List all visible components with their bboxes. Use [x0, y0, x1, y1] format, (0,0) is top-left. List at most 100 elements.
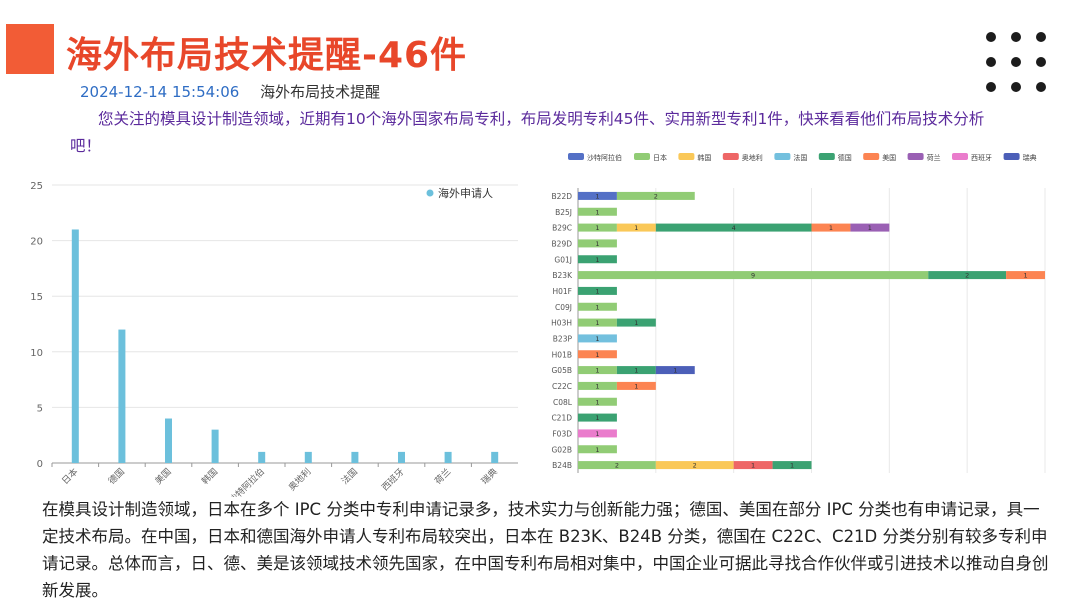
bar	[118, 329, 126, 463]
y-tick-label: 20	[30, 237, 43, 248]
y-tick-label: B29C	[552, 224, 572, 233]
bar-segment	[928, 271, 1007, 280]
bar-data-label: 1	[595, 367, 599, 375]
bar-segment	[578, 461, 656, 470]
bar-data-label: 1	[595, 351, 599, 359]
y-tick-label: G02B	[551, 445, 572, 454]
legend-label: 瑞典	[1023, 153, 1037, 162]
bar-data-label: 1	[634, 224, 638, 232]
bar-segment	[578, 271, 929, 280]
legend-label: 美国	[882, 153, 896, 162]
y-tick-label: H03H	[551, 319, 572, 328]
legend-label: 韩国	[697, 153, 711, 162]
bar-data-label: 2	[965, 272, 969, 280]
bar-segment	[578, 445, 617, 454]
ipc-stacked-bar-chart: 沙特阿拉伯日本韩国奥地利法国德国美国荷兰西班牙瑞典024681012B22D12…	[551, 153, 1046, 473]
bar-data-label: 1	[868, 224, 872, 232]
bar	[398, 451, 405, 463]
bar-segment	[578, 207, 617, 216]
legend-swatch	[678, 153, 695, 160]
bar-segment	[811, 223, 851, 232]
analysis-paragraph: 在模具设计制造领域，日本在多个 IPC 分类中专利申请记录多，技术实力与创新能力…	[42, 500, 1049, 600]
meta-line: 2024-12-14 15:54:06 海外布局技术提醒	[80, 81, 380, 102]
x-tick-label: 韩国	[199, 466, 220, 487]
x-tick-label: 奥地利	[286, 466, 314, 494]
bar-segment	[578, 223, 617, 232]
legend-label: 法国	[793, 153, 807, 162]
bar-data-label: 1	[673, 367, 677, 375]
y-tick-label: 15	[30, 292, 43, 303]
bar-data-label: 1	[595, 414, 599, 422]
bar-data-label: 2	[615, 462, 619, 470]
bar-segment	[578, 334, 617, 343]
x-tick-label: 德国	[106, 466, 127, 487]
x-tick-label: 荷兰	[432, 466, 453, 487]
bar-data-label: 1	[595, 382, 599, 390]
x-tick-label: 瑞典	[479, 466, 500, 487]
bar-segment	[578, 286, 617, 295]
bar-data-label: 1	[595, 208, 599, 216]
legend-label: 海外申请人	[438, 186, 493, 200]
legend-label: 德国	[838, 153, 852, 162]
y-tick-label: 0	[37, 459, 43, 470]
y-tick-label: 10	[30, 348, 43, 359]
legend-swatch	[774, 153, 791, 160]
legend-label: 奥地利	[742, 153, 763, 162]
x-tick-label: 美国	[152, 466, 173, 487]
bar-data-label: 1	[595, 240, 599, 248]
bar	[165, 418, 172, 463]
bar-segment	[578, 302, 617, 311]
bar-segment	[1006, 271, 1045, 280]
legend-label: 西班牙	[971, 153, 992, 162]
legend-swatch	[568, 153, 584, 160]
legend-swatch	[1003, 153, 1020, 160]
more-menu-icon[interactable]	[986, 32, 1056, 96]
bar-segment	[578, 381, 617, 390]
x-tick-label: 西班牙	[379, 466, 407, 494]
legend-label: 荷兰	[927, 153, 941, 162]
bar	[351, 451, 359, 463]
y-tick-label: C21D	[551, 414, 572, 423]
bar-segment	[772, 461, 812, 470]
legend-swatch	[863, 153, 880, 160]
bar	[71, 229, 79, 463]
bar	[491, 451, 499, 463]
bar-data-label: 9	[751, 272, 755, 280]
timestamp: 2024-12-14 15:54:06	[80, 83, 240, 101]
page-title: 海外布局技术提醒-46件	[66, 35, 468, 76]
bar-segment	[578, 366, 617, 375]
bar-segment	[616, 366, 656, 375]
bar-data-label: 1	[595, 303, 599, 311]
bar-data-label: 1	[829, 224, 833, 232]
bar-segment	[616, 191, 695, 200]
x-tick-label: 沙特阿拉伯	[227, 466, 267, 497]
bar-segment	[578, 318, 617, 327]
bar-data-label: 2	[654, 192, 658, 200]
y-tick-label: G05B	[551, 366, 572, 375]
bar-data-label: 1	[595, 335, 599, 343]
legend-label: 沙特阿拉伯	[587, 153, 622, 162]
legend-swatch	[818, 153, 835, 160]
bar-data-label: 1	[595, 224, 599, 232]
bar-data-label: 1	[634, 382, 638, 390]
bar-segment	[616, 381, 656, 390]
intro-paragraph: 您关注的模具设计制造领域，近期有10个海外国家布局专利，布局发明专利45件、实用…	[70, 110, 985, 155]
bar-segment	[578, 350, 617, 359]
bar-segment	[616, 223, 656, 232]
bar	[258, 451, 266, 463]
legend-label: 日本	[653, 153, 667, 162]
bar-data-label: 1	[634, 367, 638, 375]
subtitle: 海外布局技术提醒	[260, 83, 381, 101]
y-tick-label: G01J	[554, 255, 572, 264]
bar-data-label: 1	[595, 319, 599, 327]
y-tick-label: 5	[37, 403, 43, 414]
bar-data-label: 1	[595, 446, 599, 454]
bar-segment	[655, 461, 734, 470]
bar-data-label: 2	[693, 462, 697, 470]
bar-segment	[578, 191, 617, 200]
y-tick-label: B23P	[553, 334, 573, 343]
bar-data-label: 1	[595, 398, 599, 406]
y-tick-label: 25	[30, 181, 43, 192]
bar-data-label: 1	[595, 192, 599, 200]
y-tick-label: B29D	[552, 239, 573, 248]
